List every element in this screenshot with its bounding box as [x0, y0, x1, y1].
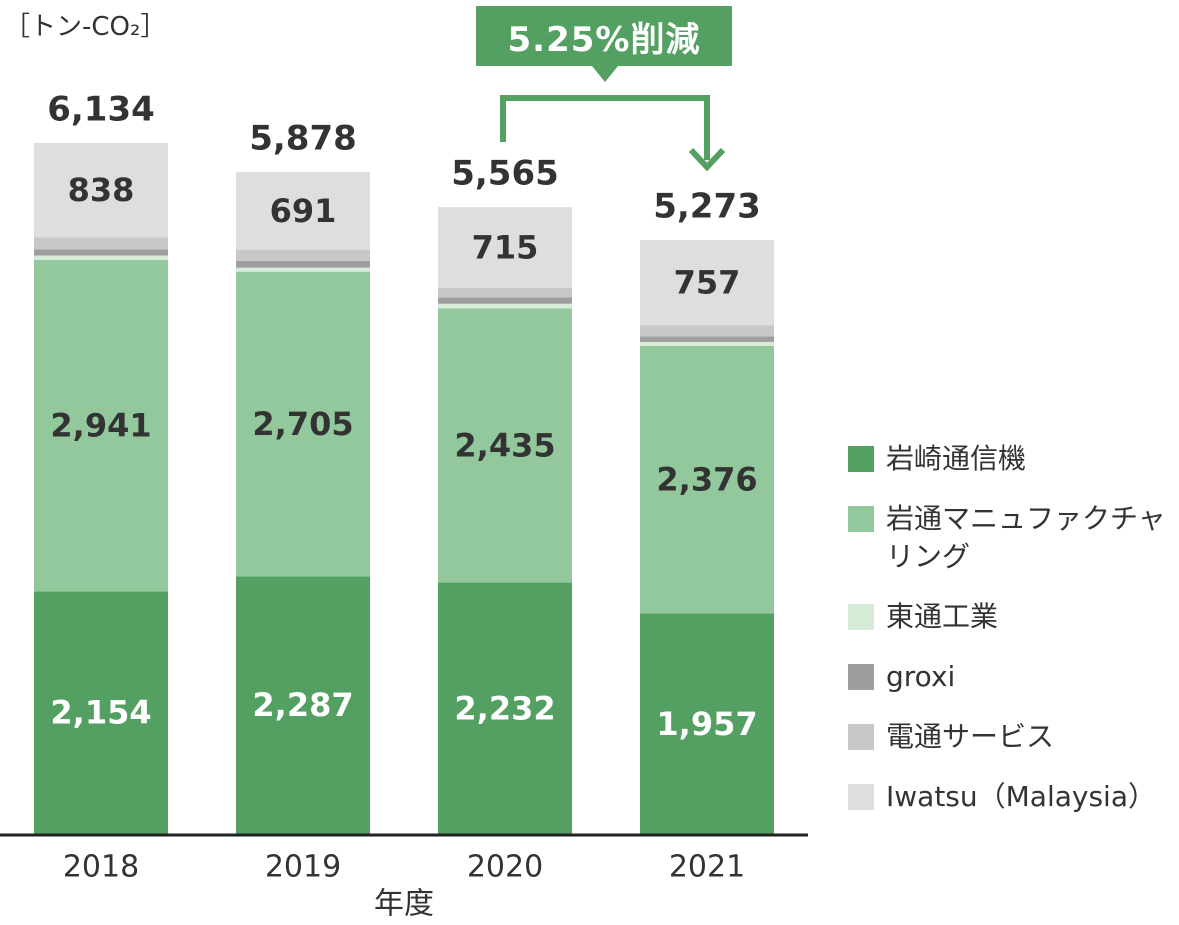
data-label: 838 [68, 171, 135, 209]
bar-segment [34, 591, 168, 834]
x-tick-label: 2018 [63, 850, 139, 885]
bar-segment [640, 613, 774, 834]
bar-segment [438, 308, 572, 583]
legend-item: 東通工業 [848, 598, 1178, 636]
total-label: 5,878 [249, 118, 357, 158]
bar-segment [236, 171, 370, 250]
bar-segment [640, 325, 774, 337]
legend-label: 東通工業 [886, 600, 999, 633]
x-tick-label: 2019 [265, 850, 341, 885]
x-tick-label: 2021 [669, 850, 745, 885]
bar-segment [236, 260, 370, 268]
legend-item: Iwatsu（Malaysia） [848, 778, 1178, 816]
bar-segment [640, 239, 774, 326]
total-label: 6,134 [47, 90, 155, 130]
legend-swatch [848, 446, 874, 472]
bar-segment [34, 249, 168, 256]
legend-item: 岩崎通信機 [848, 440, 1178, 478]
data-label: 715 [472, 228, 539, 266]
legend-swatch [848, 784, 874, 810]
bar-segment [236, 249, 370, 261]
data-label: 1,957 [656, 705, 757, 743]
reduction-arrow-line [500, 95, 710, 160]
data-label: 2,232 [454, 689, 555, 727]
data-label: 2,287 [252, 686, 353, 724]
data-label: 2,941 [50, 407, 151, 445]
data-label: 2,154 [50, 694, 151, 732]
data-label: 2,435 [454, 426, 555, 464]
legend-item: 岩通マニュファクチャリング [848, 500, 1178, 576]
bar-segment [34, 255, 168, 261]
legend-item: groxi [848, 658, 1178, 696]
x-tick-label: 2020 [467, 850, 543, 885]
data-label: 2,705 [252, 405, 353, 443]
data-label: 757 [674, 264, 741, 302]
bar-segment [438, 303, 572, 309]
bar-segment [236, 576, 370, 834]
data-label: 2,376 [656, 461, 757, 499]
bar-segment [34, 143, 168, 238]
legend-swatch [848, 506, 874, 532]
bar-segment [438, 297, 572, 304]
legend-label: 岩通マニュファクチャリング [886, 502, 1166, 573]
legend-label: 電通サービス [886, 720, 1055, 753]
legend-swatch [848, 664, 874, 690]
x-axis-label: 年度 [374, 887, 434, 922]
bar-segment [438, 582, 572, 834]
bar-segment [236, 267, 370, 272]
legend-label: groxi [886, 660, 956, 693]
legend-swatch [848, 604, 874, 630]
bar-segment [640, 345, 774, 614]
total-label: 5,273 [653, 186, 761, 226]
chart-legend: 岩崎通信機 岩通マニュファクチャリング 東通工業 groxi 電通サービス Iw… [848, 440, 1178, 838]
y-axis-unit-label: ［トン-CO₂］ [4, 12, 167, 42]
legend-label: Iwatsu（Malaysia） [886, 780, 1156, 813]
bar-segment [438, 287, 572, 298]
legend-item: 電通サービス [848, 718, 1178, 756]
data-label: 691 [270, 192, 337, 230]
reduction-arrow-head [688, 147, 726, 172]
bar-segment [640, 336, 774, 342]
reduction-callout: 5.25%削減 [476, 6, 732, 66]
bar-segment [640, 341, 774, 346]
total-label: 5,565 [451, 154, 559, 194]
bar-segment [34, 260, 168, 592]
legend-label: 岩崎通信機 [886, 442, 1027, 475]
bar-segment [34, 237, 168, 250]
reduction-callout-pointer [592, 66, 618, 82]
bar-segment [236, 271, 370, 577]
legend-swatch [848, 724, 874, 750]
bar-segment [438, 207, 572, 288]
